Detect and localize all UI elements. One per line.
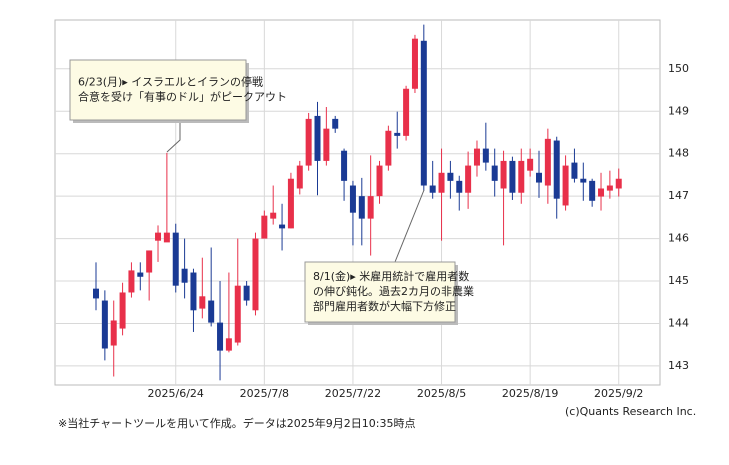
candle-body <box>252 238 259 311</box>
candle-body <box>163 232 170 243</box>
annotation-text: 6/23(月)▸ イスラエルとイランの停戦 <box>78 75 263 89</box>
y-tick-label: 150 <box>668 62 689 75</box>
candle-body <box>287 178 294 229</box>
candle-body <box>270 212 277 219</box>
candle-body <box>110 320 117 346</box>
annotation-box <box>304 261 456 323</box>
candle-body <box>296 165 303 189</box>
candle-body <box>420 40 427 186</box>
leader-line <box>394 189 425 263</box>
candle-body <box>473 148 480 166</box>
candle-body <box>349 185 356 213</box>
candle-body <box>155 232 162 241</box>
candle-body <box>544 138 551 186</box>
annotation-text: 合意を受け「有事のドル」がピークアウト <box>78 90 287 104</box>
candle-body <box>589 180 596 201</box>
y-tick-label: 148 <box>668 147 689 160</box>
candle-body <box>341 150 348 181</box>
candle-body <box>279 224 286 229</box>
credit: (c)Quants Research Inc. <box>565 405 696 418</box>
candle-body <box>615 178 622 189</box>
candle-body <box>518 160 525 193</box>
candle-body <box>598 188 605 197</box>
candle-body <box>137 272 144 277</box>
candle-body <box>243 285 250 301</box>
y-tick-label: 143 <box>668 359 689 372</box>
y-tick-label: 147 <box>668 189 689 202</box>
annotation-text: の伸び鈍化。過去2カ月の非農業 <box>313 284 474 298</box>
candle-body <box>261 215 268 239</box>
candle-body <box>553 140 560 199</box>
candle-body <box>509 160 516 193</box>
y-tick-label: 144 <box>668 316 689 329</box>
candle-body <box>225 338 232 351</box>
candle-body <box>456 180 463 193</box>
candle-body <box>190 272 197 311</box>
candle-body <box>527 158 534 171</box>
candle-body <box>305 118 312 166</box>
x-tick-label: 2025/8/5 <box>417 387 466 400</box>
candle-body <box>536 172 542 183</box>
candle-body <box>332 118 339 129</box>
candle-body <box>93 288 99 299</box>
annotation-box <box>69 59 247 121</box>
candle-body <box>101 300 108 349</box>
candle-body <box>234 285 241 343</box>
x-tick-label: 2025/8/19 <box>502 387 558 400</box>
footnote: ※当社チャートツールを用いて作成。データは2025年9月2日10:35時点 <box>58 416 415 430</box>
candle-body <box>367 196 374 219</box>
candle-body <box>323 128 330 161</box>
candle-body <box>172 232 179 286</box>
annotation-text: 部門雇用者数が大幅下方修正 <box>313 299 456 313</box>
candle-body <box>411 38 418 89</box>
candle-body <box>119 292 126 329</box>
candle-body <box>465 165 472 193</box>
y-tick-label: 146 <box>668 232 689 245</box>
x-tick-label: 2025/7/22 <box>325 387 381 400</box>
candle-body <box>491 165 498 181</box>
candle-body <box>447 172 454 181</box>
candle-body <box>403 88 410 136</box>
candle-body <box>376 165 383 197</box>
candle-body <box>217 322 224 351</box>
candle-body <box>571 162 578 179</box>
candle-body <box>562 165 569 206</box>
candle-body <box>358 196 365 219</box>
candle-body <box>208 300 215 323</box>
candle-body <box>128 270 135 293</box>
y-tick-label: 145 <box>668 274 689 287</box>
x-tick-label: 2025/7/8 <box>240 387 289 400</box>
candle-body <box>314 115 321 161</box>
candle-body <box>580 178 587 183</box>
annotation-text: 8/1(金)▸ 米雇用統計で雇用者数 <box>313 269 469 283</box>
x-tick-label: 2025/9/2 <box>594 387 643 400</box>
y-tick-label: 149 <box>668 104 689 117</box>
candle-body <box>181 268 188 283</box>
candle-body <box>394 132 401 136</box>
candle-body <box>606 185 613 191</box>
x-tick-label: 2025/6/24 <box>148 387 204 400</box>
candle-body <box>482 148 489 163</box>
candle-body <box>146 250 153 273</box>
candle-body <box>438 172 445 193</box>
leader-line <box>166 120 181 153</box>
candle-body <box>199 296 206 309</box>
candle-body <box>385 130 392 166</box>
candle-body <box>500 160 507 189</box>
candle-body <box>429 185 436 193</box>
